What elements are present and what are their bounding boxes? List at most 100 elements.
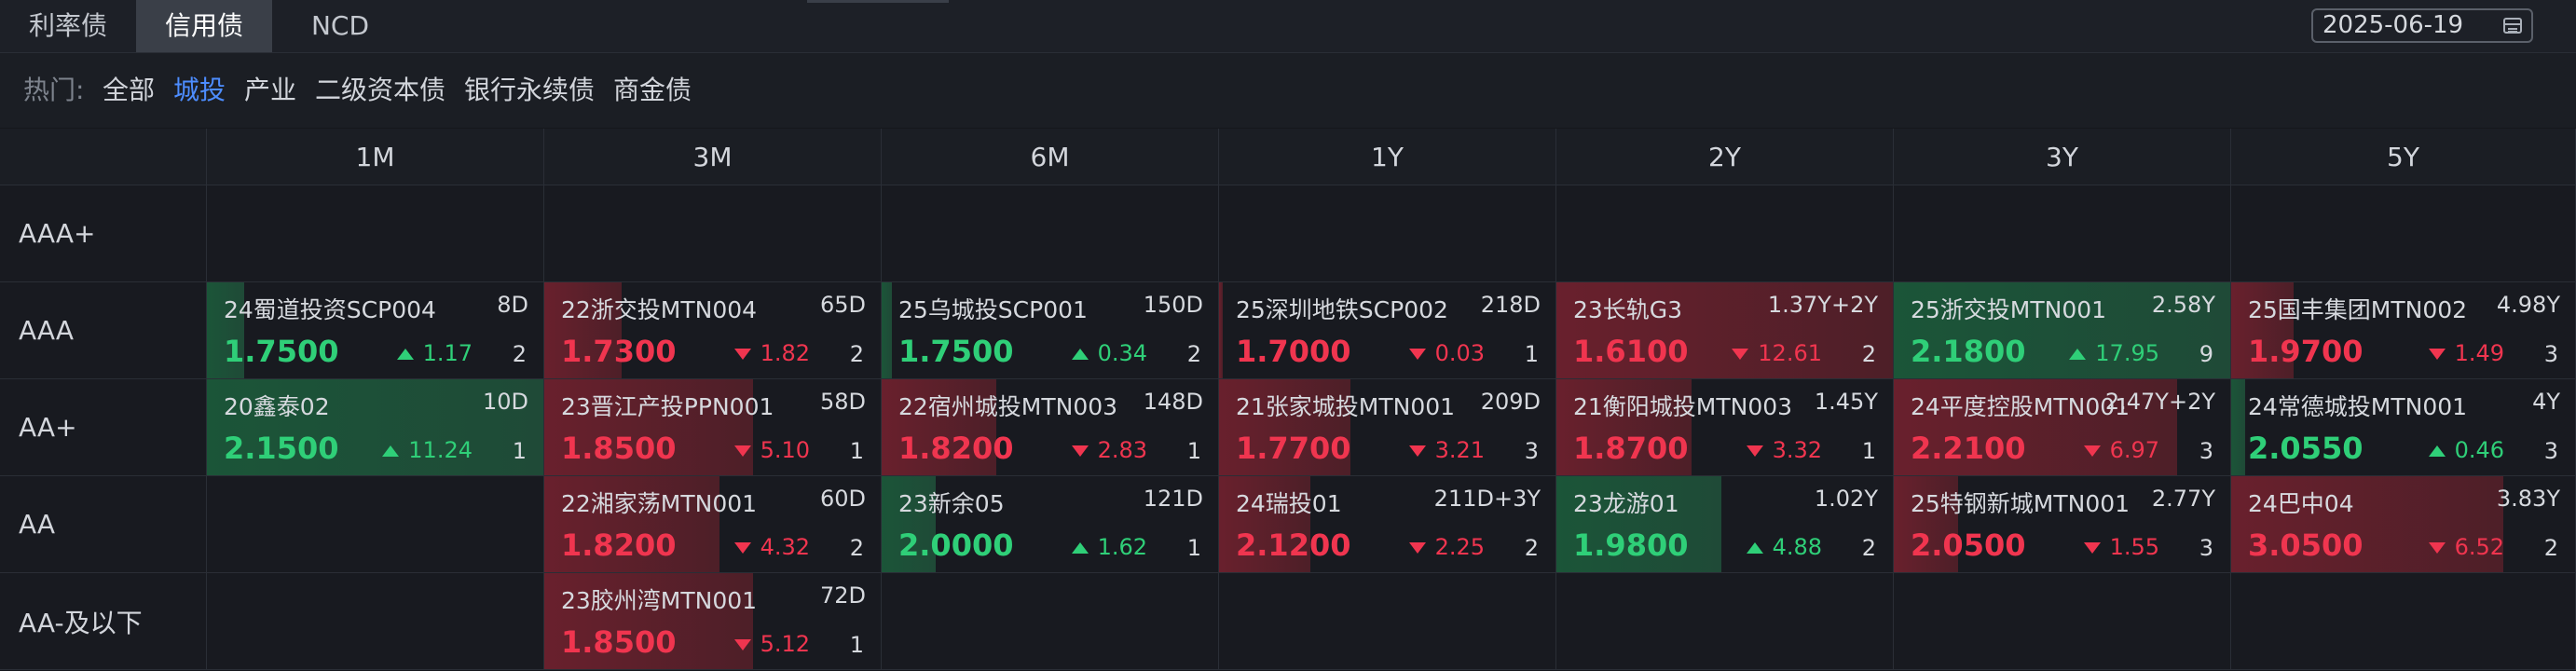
bond-cell[interactable]: 24蜀道投资SCP004 8D 1.7500 1.17 2	[207, 282, 544, 379]
bond-cell[interactable]: 22浙交投MTN004 65D 1.7300 1.82 2	[544, 282, 882, 379]
bond-count: 3	[2199, 535, 2213, 561]
bond-change: 5.12	[733, 631, 810, 657]
bond-name: 21衡阳城投MTN003	[1573, 393, 1793, 420]
bond-name: 24常德城投MTN001	[2248, 393, 2468, 420]
chip-bank-perpetual[interactable]: 银行永续债	[464, 75, 596, 105]
bond-count: 3	[2543, 438, 2558, 464]
arrow-down-icon	[2083, 542, 2101, 554]
bond-cell[interactable]: 25浙交投MTN001 2.58Y 2.1800 17.95 9	[1894, 282, 2231, 379]
arrow-up-icon	[1071, 349, 1089, 360]
arrow-down-icon	[1746, 445, 1763, 457]
bond-name: 23晋江产投PPN001	[561, 393, 774, 420]
empty-cell	[207, 573, 544, 670]
bond-cell[interactable]: 22宿州城投MTN003 148D 1.8200 2.83 1	[882, 379, 1219, 476]
bond-cell[interactable]: 20鑫泰02 10D 2.1500 11.24 1	[207, 379, 544, 476]
bond-change-value: 12.61	[1758, 340, 1822, 366]
change-heat-bar	[1556, 379, 1692, 475]
bond-term: 150D	[1143, 292, 1203, 318]
empty-cell	[544, 185, 882, 282]
bond-rate: 1.8700	[1573, 431, 1689, 466]
arrow-up-icon	[396, 349, 414, 360]
bond-term: 4.98Y	[2496, 292, 2560, 318]
arrow-down-icon	[733, 445, 751, 457]
bond-name: 23新余05	[898, 490, 1005, 517]
chip-all[interactable]: 全部	[103, 75, 156, 105]
arrow-up-icon	[2428, 445, 2446, 457]
bond-term: 2.77Y	[2151, 486, 2215, 512]
chip-commercial-finance[interactable]: 商金债	[613, 75, 692, 105]
bond-count: 1	[849, 632, 864, 658]
bond-count: 2	[849, 341, 864, 367]
bond-term: 72D	[819, 582, 866, 609]
bond-cell[interactable]: 22湘家荡MTN001 60D 1.8200 4.32 2	[544, 476, 882, 573]
bond-change-value: 3.32	[1772, 437, 1822, 463]
bond-change: 5.10	[733, 437, 810, 463]
bond-rate: 2.0000	[898, 527, 1014, 563]
bond-cell[interactable]: 24瑞投01 211D+3Y 2.1200 2.25 2	[1219, 476, 1556, 573]
chip-chengtou[interactable]: 城投	[173, 75, 226, 105]
filter-label: 热门:	[23, 75, 85, 105]
empty-cell	[882, 185, 1219, 282]
bond-cell[interactable]: 24巴中04 3.83Y 3.0500 6.52 2	[2231, 476, 2576, 573]
arrow-down-icon	[733, 542, 751, 554]
arrow-down-icon	[1732, 349, 1749, 360]
empty-cell	[2231, 573, 2576, 670]
bond-term: 121D	[1143, 486, 1203, 512]
bond-cell[interactable]: 23龙游01 1.02Y 1.9800 4.88 2	[1556, 476, 1894, 573]
bond-cell[interactable]: 24平度控股MTN001 2.47Y+2Y 2.2100 6.97 3	[1894, 379, 2231, 476]
bond-name: 25国丰集团MTN002	[2248, 296, 2468, 323]
bond-change-value: 11.24	[408, 437, 473, 463]
bond-cell[interactable]: 23新余05 121D 2.0000 1.62 1	[882, 476, 1219, 573]
empty-cell	[207, 476, 544, 573]
chip-tier2-capital[interactable]: 二级资本债	[315, 75, 446, 105]
bond-change-value: 0.34	[1097, 340, 1147, 366]
top-bar: 利率债 信用债 NCD 2025-06-19	[0, 0, 2576, 53]
bond-change-value: 0.46	[2454, 437, 2504, 463]
bond-cell[interactable]: 23长轨G3 1.37Y+2Y 1.6100 12.61 2	[1556, 282, 1894, 379]
bond-count: 3	[2199, 438, 2213, 464]
change-heat-bar	[1894, 379, 2177, 475]
tab-ncd[interactable]: NCD	[310, 10, 370, 41]
arrow-down-icon	[2083, 445, 2101, 457]
change-heat-bar	[544, 282, 622, 378]
bond-count: 1	[1524, 341, 1539, 367]
bond-count: 1	[849, 438, 864, 464]
bond-change-value: 17.95	[2095, 340, 2159, 366]
bond-cell[interactable]: 21衡阳城投MTN003 1.45Y 1.8700 3.32 1	[1556, 379, 1894, 476]
bond-rate: 2.1800	[1911, 334, 2026, 369]
arrow-down-icon	[2428, 349, 2446, 360]
bond-term: 1.45Y	[1814, 389, 1878, 415]
bond-count: 2	[849, 535, 864, 561]
bond-name: 22浙交投MTN004	[561, 296, 758, 323]
change-heat-bar	[2231, 379, 2245, 475]
calendar-icon[interactable]	[2503, 18, 2522, 34]
bond-count: 2	[512, 341, 527, 367]
chip-industry[interactable]: 产业	[244, 75, 297, 105]
bond-cell[interactable]: 21张家城投MTN001 209D 1.7700 3.21 3	[1219, 379, 1556, 476]
date-value: 2025-06-19	[2323, 11, 2464, 39]
row-label: AA+	[0, 379, 207, 476]
tab-rate-bond[interactable]: 利率债	[28, 10, 107, 41]
bond-cell[interactable]: 23晋江产投PPN001 58D 1.8500 5.10 1	[544, 379, 882, 476]
date-picker[interactable]: 2025-06-19	[2311, 8, 2533, 43]
bond-name: 24蜀道投资SCP004	[224, 296, 436, 323]
bond-cell[interactable]: 25乌城投SCP001 150D 1.7500 0.34 2	[882, 282, 1219, 379]
bond-rate: 1.7500	[898, 334, 1014, 369]
yield-grid: 1M 3M 6M 1Y 2Y 3Y 5Y AAA+ AAA 24蜀道投资SCP004 8D 1.750…	[0, 129, 2576, 671]
arrow-down-icon	[733, 349, 751, 360]
arrow-up-icon	[2069, 349, 2087, 360]
change-heat-bar	[544, 476, 719, 572]
bond-cell[interactable]: 25特钢新城MTN001 2.77Y 2.0500 1.55 3	[1894, 476, 2231, 573]
change-heat-bar	[1219, 379, 1350, 475]
bond-cell[interactable]: 25深圳地铁SCP002 218D 1.7000 0.03 1	[1219, 282, 1556, 379]
bond-change: 0.03	[1408, 340, 1485, 366]
bond-cell[interactable]: 24常德城投MTN001 4Y 2.0550 0.46 3	[2231, 379, 2576, 476]
bond-cell[interactable]: 23胶州湾MTN001 72D 1.8500 5.12 1	[544, 573, 882, 670]
row-label: AAA	[0, 282, 207, 379]
bond-change: 1.17	[396, 340, 473, 366]
change-heat-bar	[207, 282, 244, 378]
empty-cell	[1894, 573, 2231, 670]
tab-credit-bond[interactable]: 信用债	[136, 0, 272, 52]
bond-change: 3.21	[1408, 437, 1485, 463]
bond-cell[interactable]: 25国丰集团MTN002 4.98Y 1.9700 1.49 3	[2231, 282, 2576, 379]
